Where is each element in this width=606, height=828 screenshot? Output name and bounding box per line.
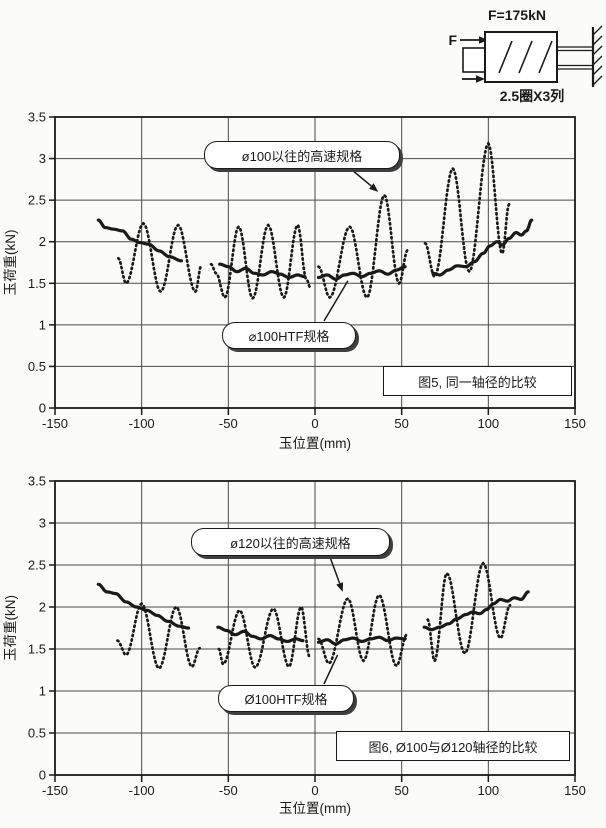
callout-dotted-series-fig6: ø120以往的高速规格	[191, 528, 390, 556]
force-diagram-caption: 2.5圈X3列	[500, 88, 565, 104]
series-solid-path	[96, 582, 191, 630]
x-tick-label: 0	[311, 416, 318, 431]
x-axis-title: 玉位置(mm)	[279, 801, 351, 816]
annotation-leader	[323, 280, 349, 322]
y-tick-label: 3	[39, 516, 46, 531]
y-tick-label: 1	[39, 317, 46, 332]
callout-solid-series-fig6: Ø100HTF规格	[218, 685, 354, 712]
force-arrow-top-icon	[460, 36, 488, 44]
series-dotted-path	[116, 221, 203, 294]
y-tick-label: 2	[39, 234, 46, 249]
x-axis-title: 玉位置(mm)	[279, 436, 351, 451]
series-dotted	[116, 141, 511, 301]
x-tick-label: 100	[477, 416, 499, 431]
callout-solid-series-fig5: ⌀100HTF规格	[222, 322, 356, 349]
series-solid-path	[316, 635, 407, 646]
y-tick-label: 2	[39, 600, 46, 615]
tick-labels: -150 -100 -50 0 50 100 150 0 0.5 1 1.5 2 2.5 3 3.5	[28, 110, 586, 432]
axis-ticks	[49, 116, 576, 415]
series-dotted-path	[426, 561, 512, 664]
x-tick-label: 150	[564, 783, 586, 798]
force-diagram-title: F=175kN	[488, 7, 546, 23]
fixed-wall-icon	[591, 25, 603, 87]
y-tick-label: 0	[39, 401, 46, 416]
force-arrow-bottom-icon	[462, 75, 485, 83]
thread-slashes-icon	[498, 40, 553, 74]
tick-labels: -150 -100 -50 0 50 100 150 0 0.5 1 1.5 2 2.5 3 3.5	[28, 474, 586, 799]
y-tick-label: 1	[39, 684, 46, 699]
series-dotted-path	[209, 223, 313, 301]
y-tick-label: 0	[39, 768, 46, 783]
shaft-end-left	[462, 47, 486, 73]
x-tick-label: 50	[394, 416, 408, 431]
x-tick-label: -150	[42, 783, 68, 798]
series-solid-path	[218, 262, 307, 280]
x-tick-label: -50	[219, 416, 238, 431]
shaft-right	[557, 46, 592, 70]
series-solid	[96, 582, 530, 646]
annotation-leader	[351, 169, 379, 192]
series-solid-path	[431, 218, 534, 277]
x-tick-label: 100	[477, 783, 499, 798]
annotation-leader	[329, 556, 344, 592]
x-tick-label: 150	[564, 416, 586, 431]
y-tick-label: 2.5	[28, 193, 46, 208]
series-dotted-path	[116, 601, 202, 670]
arrowhead-icon	[336, 582, 344, 592]
y-tick-label: 1.5	[28, 642, 46, 657]
callout-dotted-series-fig5: ø100以往的高速规格	[204, 141, 400, 169]
chart-figure-6: -150 -100 -50 0 50 100 150 0 0.5 1 1.5 2 2.5 3 3.5 玉位置(…	[3, 474, 586, 817]
y-axis-title: 玉荷重(kN)	[3, 595, 18, 661]
x-tick-label: -100	[129, 783, 155, 798]
series-dotted	[116, 561, 512, 670]
y-tick-label: 0.5	[28, 359, 46, 374]
chart-figure-5: -150 -100 -50 0 50 100 150 0 0.5 1 1.5 2 2.5 3 3.5 玉位置(…	[3, 110, 586, 452]
series-solid-path	[422, 590, 530, 632]
x-tick-label: -150	[42, 416, 68, 431]
arrowhead-icon	[369, 183, 379, 192]
x-tick-label: -100	[129, 416, 155, 431]
y-axis-title: 玉荷重(kN)	[3, 230, 18, 296]
series-solid-path	[96, 218, 184, 263]
series-dotted-path	[423, 141, 511, 279]
y-tick-label: 3.5	[28, 474, 46, 489]
series-dotted-path	[317, 193, 410, 300]
series-solid	[96, 218, 534, 281]
caption-fig6: 图6, Ø100与Ø120轴径的比较	[336, 731, 570, 761]
y-tick-label: 3.5	[28, 110, 46, 125]
x-tick-label: -50	[219, 783, 238, 798]
y-tick-label: 1.5	[28, 276, 46, 291]
series-solid-path	[316, 265, 407, 281]
y-tick-label: 3	[39, 151, 46, 166]
y-tick-label: 2.5	[28, 558, 46, 573]
caption-fig5: 图5, 同一轴径的比较	[383, 366, 572, 396]
force-label: F	[448, 32, 457, 48]
x-tick-label: 0	[311, 783, 318, 798]
series-dotted-path	[317, 593, 409, 668]
annotation-leader	[323, 654, 339, 685]
y-tick-label: 0.5	[28, 726, 46, 741]
series-solid-path	[216, 625, 305, 643]
axis-ticks	[49, 480, 576, 782]
x-tick-label: 50	[394, 783, 408, 798]
force-diagram: F=175kN F	[448, 7, 603, 104]
